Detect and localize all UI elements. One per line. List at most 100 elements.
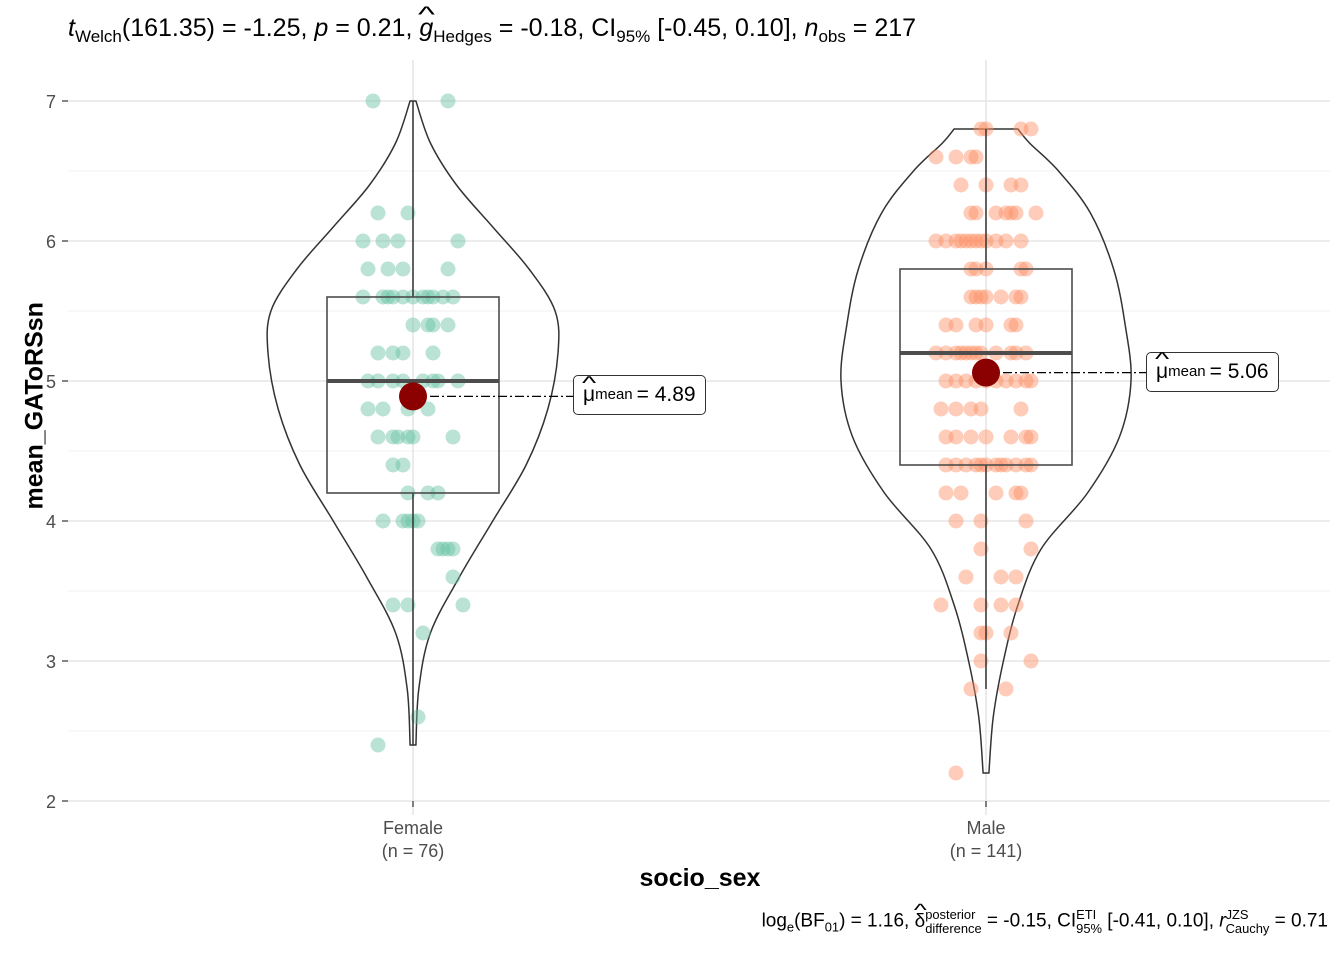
p-symbol: p [314, 14, 329, 42]
mu-symbol: μ [583, 383, 595, 407]
data-point [968, 205, 984, 221]
data-point [948, 513, 964, 529]
data-point [395, 513, 411, 529]
data-point [390, 429, 406, 445]
data-point [1018, 373, 1034, 389]
data-point [1018, 513, 1034, 529]
x-tick-count: (n = 141) [950, 841, 1023, 861]
data-point [973, 401, 989, 417]
g-symbol: g [419, 14, 433, 43]
delta-subscript: difference [925, 920, 982, 936]
log-subscript: e [786, 919, 795, 935]
data-point [953, 233, 969, 249]
mean-value: = 4.89 [636, 383, 696, 407]
data-point [978, 289, 994, 305]
data-point [400, 205, 416, 221]
data-point [973, 653, 989, 669]
data-point [1023, 653, 1039, 669]
t-value: = -1.25, [215, 14, 315, 42]
data-point [973, 121, 989, 137]
t-symbol: t [68, 14, 75, 42]
data-point [998, 233, 1014, 249]
data-point [933, 597, 949, 613]
data-point [1003, 205, 1019, 221]
data-point [948, 429, 964, 445]
mean-point [399, 382, 427, 411]
y-tick-label: 2 [46, 792, 56, 812]
box-male [899, 268, 1073, 466]
data-point [390, 233, 406, 249]
df-text: (161.35) [121, 14, 216, 42]
data-point [948, 149, 964, 165]
data-point [973, 625, 989, 641]
data-point [445, 429, 461, 445]
grid [68, 60, 1330, 815]
data-point [963, 429, 979, 445]
data-point [1013, 289, 1029, 305]
data-point [1003, 429, 1019, 445]
data-point [938, 429, 954, 445]
data-point [938, 485, 954, 501]
data-point [400, 597, 416, 613]
data-point [1003, 177, 1019, 193]
data-point [405, 429, 421, 445]
data-point [973, 289, 989, 305]
data-point [1028, 205, 1044, 221]
n-value: = 217 [845, 14, 917, 42]
data-point [365, 93, 381, 109]
data-point [968, 289, 984, 305]
data-point [963, 681, 979, 697]
data-point [1008, 205, 1024, 221]
data-point [1013, 401, 1029, 417]
ci-text: [-0.45, 0.10], [650, 14, 805, 42]
data-point [1023, 121, 1039, 137]
r-symbol: r [1219, 910, 1226, 932]
delta-value: = -0.15, CI [981, 910, 1077, 932]
data-point [938, 373, 954, 389]
violin-female [266, 100, 560, 746]
mu-symbol: μ [1156, 360, 1168, 384]
data-point [998, 681, 1014, 697]
data-point [988, 205, 1004, 221]
y-tick-label: 6 [46, 232, 56, 252]
y-tick-label: 7 [46, 92, 56, 112]
x-tick-count: (n = 76) [382, 841, 445, 861]
data-point [420, 317, 436, 333]
data-point [1023, 373, 1039, 389]
data-point [948, 317, 964, 333]
ci-subscript-caption: 95% [1076, 920, 1103, 936]
data-point [953, 485, 969, 501]
bf-subscript: 01 [824, 919, 840, 935]
data-point [993, 569, 1009, 585]
data-point [425, 345, 441, 361]
data-point [380, 261, 396, 277]
data-point [993, 289, 1009, 305]
data-point [370, 429, 386, 445]
data-point [963, 233, 979, 249]
data-point [440, 261, 456, 277]
data-point [978, 429, 994, 445]
data-point [958, 233, 974, 249]
x-axis-label: socio_sex [639, 864, 761, 892]
data-point [400, 429, 416, 445]
data-point [385, 457, 401, 473]
bf-text: (BF [794, 910, 825, 932]
g-subscript: Hedges [433, 27, 492, 46]
data-point [963, 205, 979, 221]
data-point [988, 233, 1004, 249]
data-point [998, 205, 1014, 221]
data-point [958, 569, 974, 585]
data-point [928, 233, 944, 249]
data-point [948, 765, 964, 781]
data-point [445, 569, 461, 585]
data-point [385, 597, 401, 613]
data-point [370, 205, 386, 221]
data-point [355, 233, 371, 249]
delta-symbol: δ [915, 911, 926, 933]
data-point [360, 261, 376, 277]
data-point [410, 709, 426, 725]
means [399, 358, 1146, 411]
y-tick-label: 3 [46, 652, 56, 672]
subtitle-statistics: tWelch(161.35) = -1.25, p = 0.21, gHedge… [68, 14, 917, 46]
data-point [405, 317, 421, 333]
